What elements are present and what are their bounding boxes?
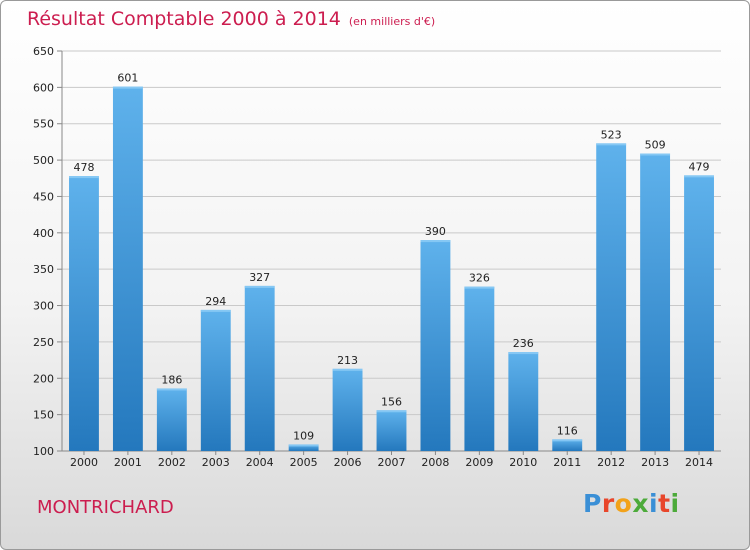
value-label: 390 <box>425 225 446 238</box>
logo-letter: P <box>583 489 602 518</box>
chart-title: Résultat Comptable 2000 à 2014 (en millie… <box>27 8 435 30</box>
x-tick-label: 2014 <box>685 456 713 469</box>
bar-2012 <box>596 143 627 451</box>
value-label: 523 <box>601 128 622 141</box>
bar-2002 <box>156 388 187 451</box>
bar-2003 <box>200 309 231 451</box>
y-tick-labels: 100 150 200 250 300 350 400 450 500 550 600 650 <box>33 45 54 458</box>
x-tick-label: 2007 <box>378 456 406 469</box>
x-tick-label: 2010 <box>509 456 537 469</box>
bar-highlight <box>332 368 363 371</box>
logo-letter: o <box>614 489 633 518</box>
value-label: 156 <box>381 395 402 408</box>
x-tick-label: 2000 <box>70 456 98 469</box>
y-tick-label: 300 <box>33 300 54 313</box>
y-tick-label: 200 <box>33 372 54 385</box>
bar-2001 <box>112 86 143 452</box>
x-tick-label: 2012 <box>597 456 625 469</box>
y-tick-label: 150 <box>33 409 54 422</box>
x-tick-label: 2003 <box>202 456 230 469</box>
x-tick-label: 2002 <box>158 456 186 469</box>
value-label: 327 <box>249 271 270 284</box>
x-tick-label: 2004 <box>246 456 274 469</box>
x-tick-label: 2005 <box>290 456 318 469</box>
y-tick-label: 500 <box>33 154 54 167</box>
value-label: 326 <box>469 272 490 285</box>
y-tick-label: 100 <box>33 445 54 458</box>
bar-highlight <box>244 285 275 288</box>
proxiti-logo[interactable]: Proxiti <box>583 489 680 518</box>
bar-highlight <box>684 175 714 178</box>
logo-letter: i <box>670 489 680 518</box>
y-tick-label: 250 <box>33 336 54 349</box>
bar-2011 <box>552 439 583 451</box>
bar-2010 <box>508 352 539 451</box>
value-label: 186 <box>161 373 182 386</box>
logo-letter: x <box>632 489 649 518</box>
x-tick-label: 2006 <box>334 456 362 469</box>
value-label: 109 <box>293 429 314 442</box>
bar-2008 <box>420 240 451 451</box>
bar-highlight <box>200 309 231 312</box>
bar-2006 <box>332 368 363 451</box>
bar-2013 <box>640 153 671 451</box>
bar-highlight <box>596 143 627 146</box>
value-label: 213 <box>337 354 358 367</box>
x-tick-label: 2008 <box>421 456 449 469</box>
x-tick-label: 2011 <box>553 456 581 469</box>
value-label: 479 <box>689 160 710 173</box>
bar-highlight <box>464 286 495 289</box>
logo-letter: i <box>649 489 659 518</box>
x-tick-labels: 2000 2001 2002 2003 2004 2005 2006 2007 2008 2009… <box>70 451 713 469</box>
x-tick-label: 2009 <box>465 456 493 469</box>
y-tick-label: 650 <box>33 45 54 58</box>
y-tick-label: 450 <box>33 190 54 203</box>
value-label: 116 <box>557 424 578 437</box>
bar-2009 <box>464 286 495 451</box>
bars <box>69 86 714 452</box>
bar-highlight <box>112 86 143 89</box>
bar-highlight <box>640 153 671 156</box>
y-tick-label: 400 <box>33 227 54 240</box>
bar-2004 <box>244 285 275 451</box>
value-label: 236 <box>513 337 534 350</box>
y-tick-label: 550 <box>33 118 54 131</box>
chart-title-text: Résultat Comptable 2000 à 2014 <box>27 8 341 30</box>
bar-2005 <box>288 444 319 451</box>
bar-highlight <box>156 388 187 391</box>
bar-highlight <box>288 444 319 447</box>
value-label: 601 <box>117 72 138 85</box>
x-tick-label: 2013 <box>641 456 669 469</box>
bar-highlight <box>376 410 407 413</box>
bar-2007 <box>376 410 407 451</box>
bar-highlight <box>508 352 539 355</box>
logo-letter: r <box>601 489 615 518</box>
value-label: 509 <box>645 139 666 152</box>
value-label: 478 <box>73 161 94 174</box>
value-labels: 478 601 186 294 327 109 213 156 390 326 236 116 523 5… <box>73 72 709 443</box>
y-tick-label: 600 <box>33 81 54 94</box>
bar-2014 <box>684 175 714 451</box>
logo-letter: t <box>658 489 671 518</box>
x-tick-label: 2001 <box>114 456 142 469</box>
bar-highlight <box>420 240 451 243</box>
bar-highlight <box>552 439 583 442</box>
bar-2000 <box>69 176 99 451</box>
value-label: 294 <box>205 295 226 308</box>
city-name: MONTRICHARD <box>37 497 174 518</box>
y-tick-label: 350 <box>33 263 54 276</box>
bar-highlight <box>69 176 99 179</box>
chart-unit: (en milliers d'€) <box>348 15 436 28</box>
